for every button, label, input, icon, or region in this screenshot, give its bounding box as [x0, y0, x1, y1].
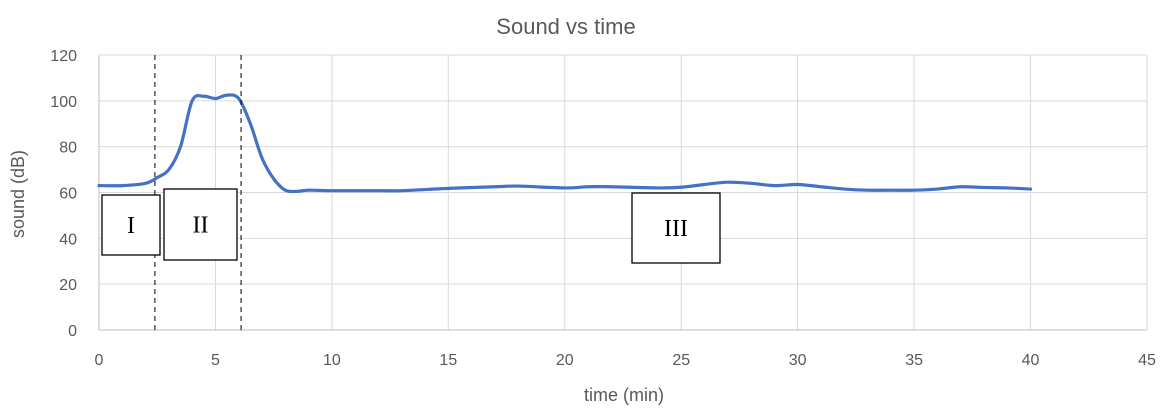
region-label: II	[193, 213, 209, 239]
y-tick-label: 80	[59, 140, 77, 157]
x-tick-label: 45	[1138, 352, 1156, 369]
y-tick-label: 60	[59, 186, 77, 203]
chart-title: Sound vs time	[496, 14, 635, 39]
x-axis-title: time (min)	[584, 385, 664, 405]
y-tick-label: 0	[68, 323, 77, 340]
region-box	[163, 188, 238, 261]
tick-labels: 0 20 40 60 80 100 120 0 5 10 15 20 25 30 35 40 45	[50, 48, 1156, 369]
series-layer	[97, 93, 1033, 194]
phase-boundaries	[154, 55, 242, 330]
x-tick-label: 0	[95, 352, 104, 369]
y-tick-label: 40	[59, 231, 77, 248]
axes	[98, 55, 1147, 331]
y-tick-label: 20	[59, 277, 77, 294]
x-tick-label: 35	[905, 352, 923, 369]
sound-series-line	[97, 93, 1033, 194]
gridlines	[99, 54, 1148, 330]
x-tick-label: 20	[556, 352, 574, 369]
x-tick-label: 40	[1022, 352, 1040, 369]
region-label: III	[664, 216, 688, 242]
y-tick-label: 120	[50, 48, 77, 65]
x-tick-label: 10	[323, 352, 341, 369]
x-tick-label: 25	[672, 352, 690, 369]
region-box	[101, 194, 161, 256]
x-tick-label: 15	[439, 352, 457, 369]
x-tick-label: 5	[211, 352, 220, 369]
y-axis-title: sound (dB)	[8, 150, 28, 238]
region-box	[631, 192, 721, 264]
x-tick-label: 30	[789, 352, 807, 369]
y-tick-label: 100	[50, 94, 77, 111]
phase-regions: I II III	[101, 188, 721, 264]
region-label: I	[127, 213, 135, 239]
